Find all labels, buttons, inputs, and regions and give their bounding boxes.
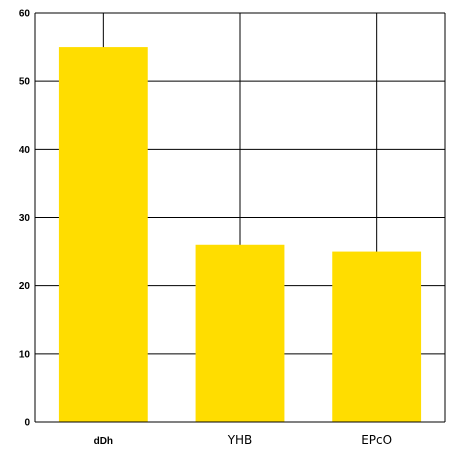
bar-epco <box>332 251 422 422</box>
axis-layer <box>34 13 446 423</box>
x-tick-label: dDh <box>94 436 113 447</box>
x-tick-label: YHB <box>227 433 253 447</box>
bar-ddh <box>58 47 148 422</box>
y-tick-label: 40 <box>19 145 31 156</box>
y-tick-label: 20 <box>19 281 31 292</box>
bar-layer <box>58 47 422 422</box>
y-tick-label: 30 <box>19 213 31 224</box>
y-tick-label: 0 <box>24 418 30 429</box>
y-tick-label: 50 <box>19 77 31 88</box>
bar-yhb <box>195 244 285 422</box>
y-tick-label: 60 <box>19 9 31 20</box>
label-layer: 0 10 20 30 40 50 60 dDh YHB EPcO <box>19 9 392 448</box>
y-tick-label: 10 <box>19 349 31 360</box>
x-tick-label: EPcO <box>361 433 392 447</box>
